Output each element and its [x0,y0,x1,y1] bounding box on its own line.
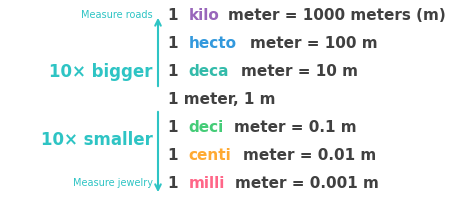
Text: 1 meter, 1 m: 1 meter, 1 m [168,92,275,106]
Text: 1: 1 [168,64,184,78]
Text: Measure roads: Measure roads [82,10,153,20]
Text: meter = 0.01 m: meter = 0.01 m [244,148,377,163]
Text: meter = 0.001 m: meter = 0.001 m [235,176,379,191]
Text: 1: 1 [168,7,184,22]
Text: 1: 1 [168,35,184,50]
Text: deca: deca [188,64,229,78]
Text: 1: 1 [168,176,184,191]
Text: 10× smaller: 10× smaller [41,131,153,149]
Text: meter = 100 m: meter = 100 m [250,35,378,50]
Text: 1: 1 [168,148,184,163]
Text: meter = 1000 meters (m): meter = 1000 meters (m) [228,7,446,22]
Text: deci: deci [188,120,224,134]
Text: 10× bigger: 10× bigger [49,63,153,81]
Text: kilo: kilo [188,7,219,22]
Text: centi: centi [188,148,231,163]
Text: meter = 10 m: meter = 10 m [241,64,357,78]
Text: meter = 0.1 m: meter = 0.1 m [234,120,356,134]
Text: 1: 1 [168,120,184,134]
Text: Measure jewelry: Measure jewelry [73,178,153,188]
Text: milli: milli [188,176,225,191]
Text: hecto: hecto [188,35,237,50]
